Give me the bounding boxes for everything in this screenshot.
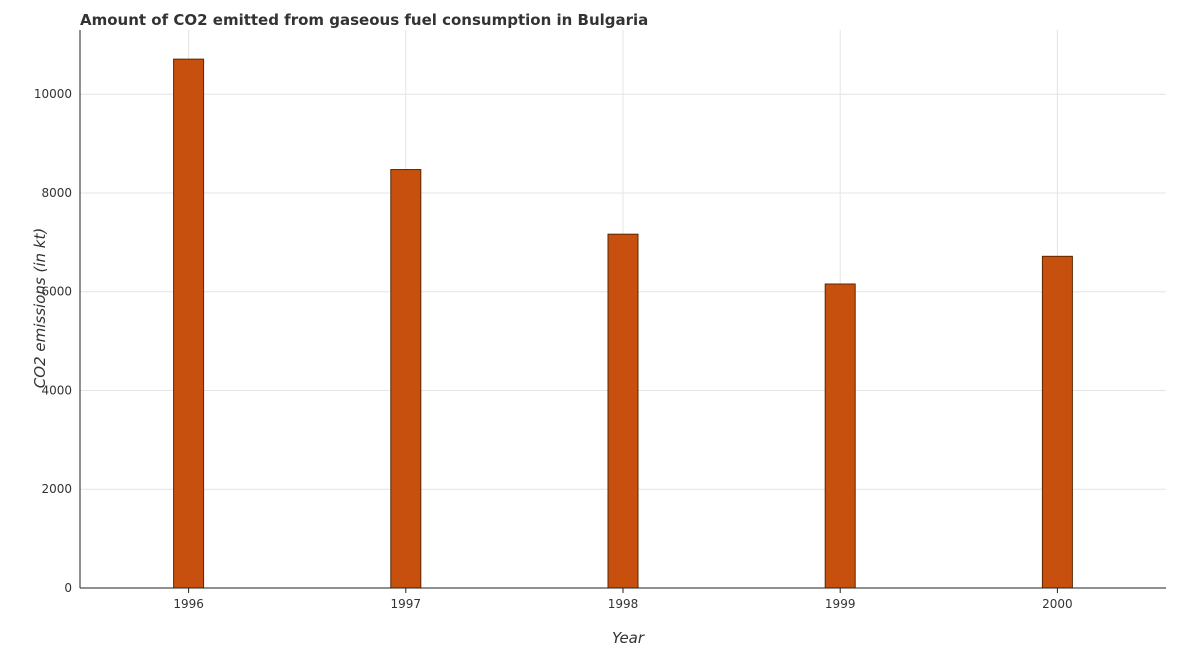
- x-tick-label: 1998: [608, 597, 639, 611]
- y-tick-label: 2000: [41, 482, 72, 496]
- bar-2000: [1041, 255, 1073, 589]
- x-tick-label: 1999: [825, 597, 856, 611]
- bar-1997: [390, 169, 422, 589]
- bar-1999: [824, 283, 856, 589]
- chart-title: Amount of CO2 emitted from gaseous fuel …: [80, 11, 648, 29]
- y-tick-label: 0: [64, 581, 72, 595]
- x-tick-label: 1996: [173, 597, 204, 611]
- y-tick-label: 10000: [34, 87, 72, 101]
- x-tick-label: 1997: [391, 597, 422, 611]
- tick-labels: 0 2000 4000 6000 8000 10000 1996 1997 1998 1999 20…: [34, 87, 1073, 611]
- y-tick-label: 4000: [41, 383, 72, 397]
- y-tick-label: 6000: [41, 285, 72, 299]
- bar-1998: [607, 233, 639, 589]
- bars: [173, 58, 1073, 589]
- y-tick-label: 8000: [41, 186, 72, 200]
- x-axis-label: Year: [612, 629, 645, 647]
- y-axis-label: CO2 emissions (in kt): [31, 228, 49, 388]
- x-tick-label: 2000: [1042, 597, 1073, 611]
- bar-1996: [173, 58, 205, 589]
- axes: [79, 30, 1166, 593]
